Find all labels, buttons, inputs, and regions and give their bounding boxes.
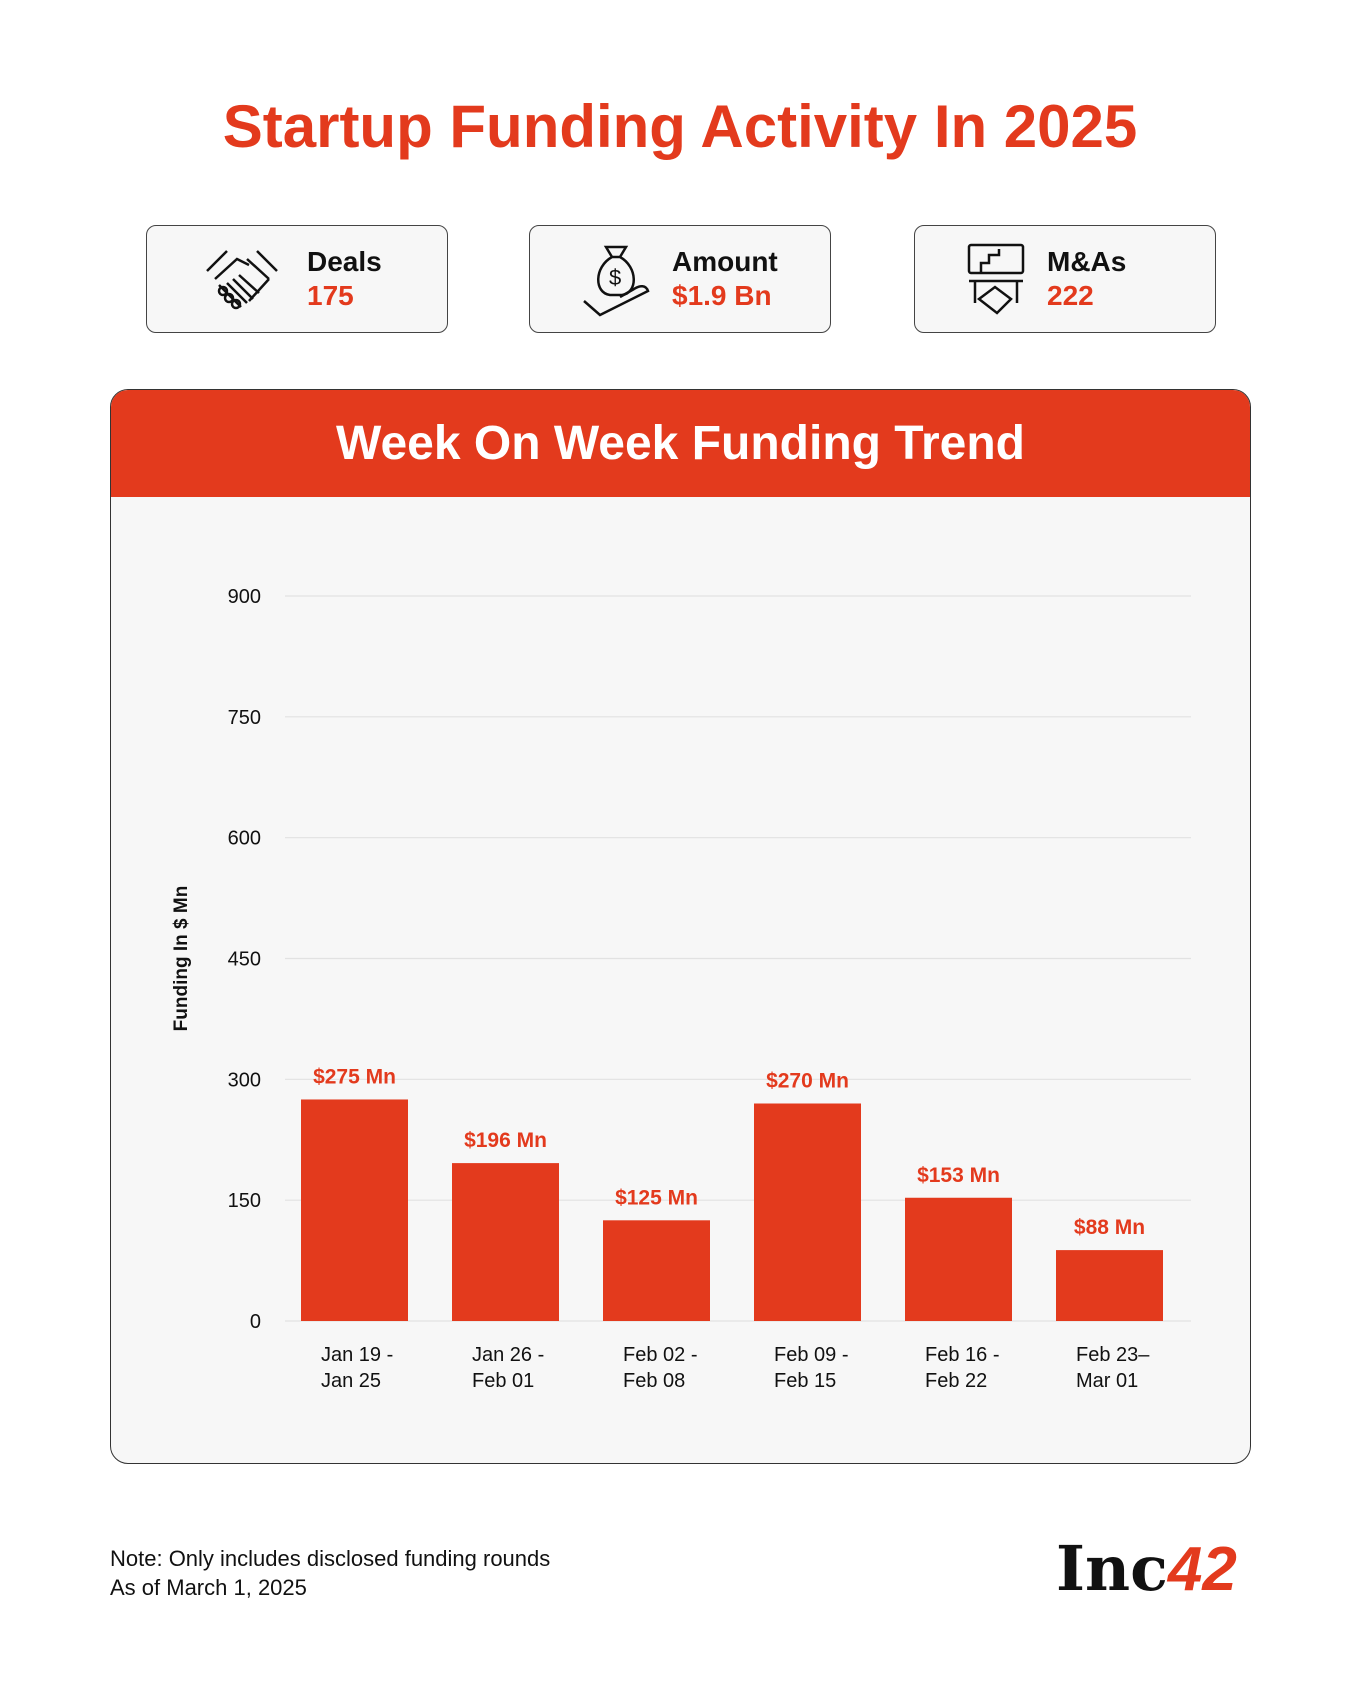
y-tick-label: 0 [250, 1311, 261, 1333]
data-label: $153 Mn [917, 1164, 1000, 1187]
mna-label: M&As [1047, 246, 1127, 277]
as-of-text: As of March 1, 2025 [110, 1575, 307, 1600]
y-tick-label: 750 [228, 707, 261, 729]
x-tick-label: Feb 22 [925, 1370, 987, 1392]
x-tick-label: Jan 25 [321, 1370, 381, 1392]
y-tick-label: 300 [228, 1069, 261, 1091]
deals-value: 175 [307, 280, 354, 311]
y-tick-label: 150 [228, 1190, 261, 1212]
puzzle-handshake-icon [967, 243, 1025, 315]
data-label: $270 Mn [766, 1070, 849, 1093]
bar-chart: 0 150 300 450 600 750 900 Funding In $ Mn $275 M… [171, 586, 1191, 1392]
x-tick-label: Feb 09 - [774, 1344, 848, 1366]
bar [301, 1099, 408, 1321]
handshake-icon [206, 250, 278, 310]
x-tick-label: Jan 26 - [472, 1344, 544, 1366]
bar [905, 1197, 1012, 1321]
x-tick-label: Feb 23– [1076, 1344, 1150, 1366]
bar [754, 1103, 861, 1321]
chart-panel: Week On Week Funding Trend 0 150 300 450 600… [110, 389, 1251, 1464]
data-label: $275 Mn [313, 1065, 396, 1088]
svg-text:$: $ [609, 265, 621, 290]
data-label: $196 Mn [464, 1129, 547, 1152]
amount-label: Amount [672, 246, 778, 277]
amount-card: $ Amount $1.9 Bn [529, 225, 831, 333]
bar [452, 1163, 559, 1321]
x-tick-label: Jan 19 - [321, 1344, 393, 1366]
footer-note: Note: Only includes disclosed funding ro… [110, 1544, 550, 1602]
mna-card: M&As 222 [914, 225, 1216, 333]
x-tick-label: Mar 01 [1076, 1370, 1138, 1392]
x-tick-label: Feb 01 [472, 1370, 534, 1392]
y-tick-label: 900 [228, 586, 261, 608]
deals-card: Deals 175 [146, 225, 448, 333]
bar [1056, 1250, 1163, 1321]
x-tick-label: Feb 15 [774, 1370, 836, 1392]
note-text: Note: Only includes disclosed funding ro… [110, 1546, 551, 1571]
x-tick-label: Feb 08 [623, 1370, 685, 1392]
chart-title: Week On Week Funding Trend [111, 390, 1250, 497]
bar [603, 1220, 710, 1321]
money-bag-hand-icon: $ [583, 245, 650, 317]
deals-label: Deals [307, 246, 382, 277]
y-tick-label: 450 [228, 949, 261, 971]
page-title: Startup Funding Activity In 2025 [222, 93, 1138, 160]
amount-value: $1.9 Bn [672, 280, 772, 311]
data-label: $125 Mn [615, 1186, 698, 1209]
data-label: $88 Mn [1074, 1216, 1145, 1239]
y-axis-label: Funding In $ Mn [171, 886, 192, 1032]
y-tick-label: 600 [228, 828, 261, 850]
inc42-logo: Inc42 [1056, 1532, 1237, 1605]
x-tick-label: Feb 16 - [925, 1344, 999, 1366]
mna-value: 222 [1047, 280, 1094, 311]
x-tick-label: Feb 02 - [623, 1344, 697, 1366]
